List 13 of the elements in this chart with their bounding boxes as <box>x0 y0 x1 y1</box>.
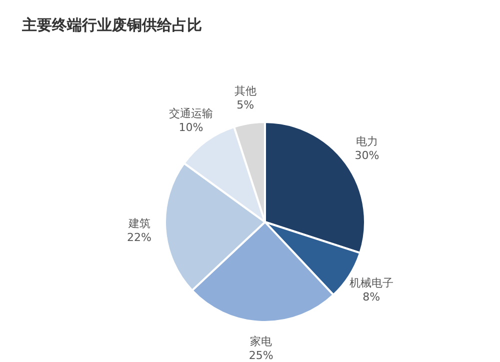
chart-title: 主要终端行业废铜供给占比 <box>21 16 202 34</box>
data-label: 5% <box>236 98 254 112</box>
data-label: 25% <box>248 348 274 362</box>
slice-label: 电力 <box>356 134 378 148</box>
slice-label: 机械电子 <box>349 276 394 290</box>
data-label: 8% <box>362 290 380 304</box>
data-label: 10% <box>178 121 204 134</box>
data-label: 30% <box>354 148 380 162</box>
data-label: 22% <box>127 230 152 244</box>
slice-label: 建筑 <box>127 216 150 230</box>
slice-label: 交通运输 <box>168 107 213 120</box>
slice-label: 其他 <box>234 84 256 98</box>
slice-label: 家电 <box>250 334 272 348</box>
